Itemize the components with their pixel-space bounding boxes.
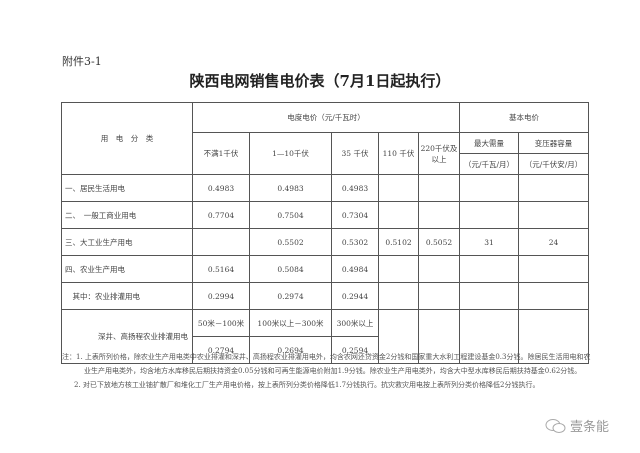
- price-cell: [518, 255, 590, 283]
- price-cell: [378, 282, 419, 310]
- voltage-header: 110 千伏: [378, 132, 419, 175]
- row-label: 三、大工业生产用电: [61, 228, 193, 256]
- price-cell: 0.7504: [249, 201, 332, 229]
- energy-price-header: 电度电价（元/千瓦时）: [191, 102, 461, 133]
- wechat-icon: [545, 418, 566, 433]
- price-cell: 0.5502: [249, 228, 332, 256]
- price-cell: 0.4984: [331, 255, 379, 283]
- price-cell: 0.4983: [192, 174, 250, 202]
- voltage-header: 不满1千伏: [192, 132, 250, 175]
- price-table: 用 电 分 类 电度电价（元/千瓦时） 基本电价 不满1千伏 1—10千伏 35…: [61, 102, 590, 364]
- max-demand-unit: （元/千瓦/月）: [459, 153, 520, 175]
- page-title: 陕西电网销售电价表（7月1日起执行）: [189, 72, 451, 90]
- table-row: 一、居民生活用电 0.4983 0.4983 0.4983: [61, 174, 590, 202]
- price-cell: 0.5052: [417, 228, 461, 256]
- depth-label: 50米－100米: [192, 309, 250, 337]
- note-line: 2. 对已下放地方核工业铀扩散厂和堆化工厂生产用电价格，按上表所列分类价格降低1…: [74, 381, 540, 389]
- price-cell: [518, 282, 590, 310]
- row-label: 一、居民生活用电: [61, 174, 193, 202]
- price-cell: 0.7704: [192, 201, 250, 229]
- price-cell: [459, 255, 520, 283]
- table-row: 四、农业生产用电 0.5164 0.5084 0.4984: [61, 255, 590, 283]
- watermark-text: 壹条能: [570, 420, 610, 435]
- price-cell: 0.5102: [378, 228, 419, 256]
- voltage-header: 35 千伏: [331, 132, 379, 175]
- price-cell: 0.4983: [331, 174, 379, 202]
- voltage-header: 1—10千伏: [249, 132, 332, 175]
- price-cell: 0.2944: [331, 282, 379, 310]
- depth-label: 100米以上－300米: [249, 309, 332, 337]
- price-cell: 31: [459, 228, 520, 256]
- row-label: 其中：农业排灌用电: [61, 282, 193, 310]
- price-cell: 0.2994: [192, 282, 250, 310]
- price-cell: [518, 201, 590, 229]
- price-cell: [378, 255, 419, 283]
- price-cell: [192, 228, 250, 256]
- note-line: 注：1. 上表所列价格，除农业生产用电类中农业排灌和深井、高扬程农业排灌用电外，…: [62, 353, 591, 361]
- capacity-unit: （元/千伏安/月）: [518, 153, 590, 175]
- price-cell: 0.5302: [331, 228, 379, 256]
- price-cell: [459, 282, 520, 310]
- price-cell: 0.2974: [249, 282, 332, 310]
- deep-well-label: 深井、高扬程农业排灌用电: [61, 309, 193, 364]
- price-cell: [417, 255, 461, 283]
- price-cell: [378, 201, 419, 229]
- table-row: 三、大工业生产用电 0.5502 0.5302 0.5102 0.5052 31 24: [61, 228, 590, 256]
- price-cell: [378, 174, 419, 202]
- max-demand-header: 最大需量: [459, 132, 520, 154]
- table-row: 其中：农业排灌用电 0.2994 0.2974 0.2944: [61, 282, 590, 310]
- price-cell: [417, 201, 461, 229]
- notes: 注：1. 上表所列价格，除农业生产用电类中农业排灌和深井、高扬程农业排灌用电外，…: [62, 350, 602, 392]
- price-cell: [459, 201, 520, 229]
- price-cell: 0.4983: [249, 174, 332, 202]
- note-line: 业生产用电类外，均含地方水库移民后期扶持资金0.05分钱和可再生能源电价附加1.…: [84, 367, 582, 375]
- capacity-header: 变压器容量: [518, 132, 590, 154]
- depth-label: 300米以上: [331, 309, 379, 337]
- price-cell: [417, 282, 461, 310]
- watermark: 壹条能: [545, 416, 609, 435]
- row-label: 四、农业生产用电: [61, 255, 193, 283]
- price-cell: [417, 174, 461, 202]
- price-cell: 0.5084: [249, 255, 332, 283]
- price-cell: [459, 174, 520, 202]
- price-cell: 24: [518, 228, 590, 256]
- price-cell: [518, 174, 590, 202]
- basic-price-header: 基本电价: [459, 102, 590, 133]
- row-label: 二、 一般工商业用电: [61, 201, 193, 229]
- price-cell: 0.5164: [192, 255, 250, 283]
- price-cell: 0.2594: [331, 336, 379, 364]
- price-cell: 0.7304: [331, 201, 379, 229]
- price-cell: 0.2694: [249, 336, 332, 364]
- attachment-label: 附件3-1: [62, 55, 102, 68]
- voltage-header: 220千伏及以上: [417, 132, 461, 175]
- category-header: 用 电 分 类: [61, 102, 193, 175]
- table-row: 二、 一般工商业用电 0.7704 0.7504 0.7304: [61, 201, 590, 229]
